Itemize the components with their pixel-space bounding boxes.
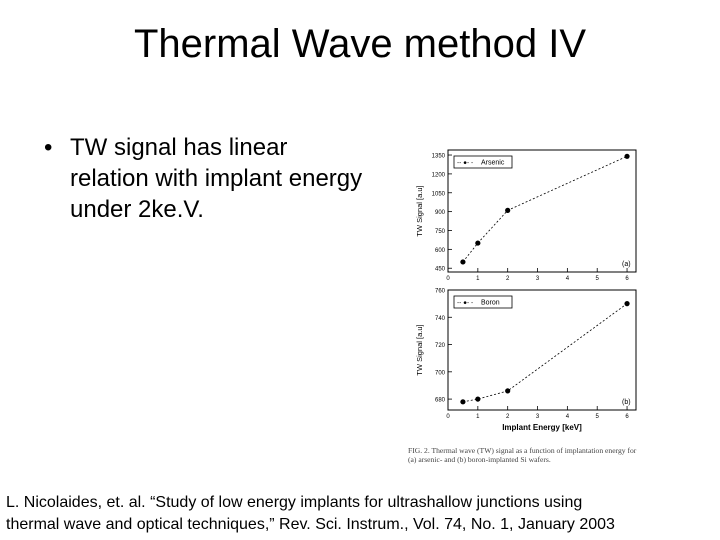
panel-b-ytick-label-0: 680	[435, 398, 446, 404]
panel-b-label: (b)	[622, 399, 631, 406]
panel-a-ytick-label-0: 450	[435, 267, 446, 273]
panel-a-ylabel: TW Signal [a.u]	[415, 185, 424, 236]
figure-caption: FIG. 2. Thermal wave (TW) signal as a fu…	[408, 446, 648, 464]
panel-a-data-point-0	[460, 259, 466, 265]
panel-a-legend-marker: -- ●- -	[457, 160, 473, 167]
panel-a-xtick-label-3: 3	[536, 276, 540, 282]
panel-a-frame	[447, 149, 637, 273]
panel-b-xtick-label-4: 4	[566, 414, 570, 420]
panel-a-ytick-label-4: 1050	[432, 191, 446, 197]
panel-b-legend-box	[453, 295, 513, 309]
slide-title: Thermal Wave method IV	[133, 22, 586, 66]
panel-b-xtick-label-3: 3	[536, 414, 540, 420]
panel-b-ytick-label-2: 720	[435, 343, 446, 349]
reference-line-1: L. Nicolaides, et. al. “Study of low ene…	[6, 494, 583, 511]
panel-b-data-point-1	[475, 396, 481, 402]
panel-b-data-point-3	[624, 301, 630, 307]
caption-line-2: (a) arsenic- and (b) boron-implanted Si …	[408, 455, 551, 464]
panel-a-series-line	[462, 155, 628, 263]
panel-a-xtick-label-4: 4	[566, 276, 570, 282]
panel-b-xtick-label-1: 1	[476, 414, 480, 420]
panel-b-data-point-2	[505, 388, 511, 394]
panel-b-frame	[447, 289, 637, 411]
panel-b-xtick-label-0: 0	[446, 414, 450, 420]
panel-a-ytick-label-6: 1350	[432, 154, 446, 160]
panel-b-legend-marker: -- ●- -	[457, 300, 473, 307]
panel-b-xtick-label-2: 2	[506, 414, 510, 420]
panel-a-xtick-label-6: 6	[625, 276, 629, 282]
panel-b-ylabel: TW Signal [a.u]	[415, 324, 424, 375]
reference-citation: L. Nicolaides, et. al. “Study of low ene…	[6, 492, 718, 536]
panel-b-legend-label: Boron	[481, 300, 500, 307]
figure-panel: 450 600 750 900 1050 1200 1350 0 1 2 3 4 5 6 -- ●- - Ar…	[400, 142, 650, 472]
panel-b-xtick-label-6: 6	[625, 414, 629, 420]
panel-a-ytick-label-1: 600	[435, 248, 446, 254]
reference-line-2: thermal wave and optical techniques,” Re…	[6, 516, 615, 533]
panel-a-ytick-label-2: 750	[435, 229, 446, 235]
bullet-marker: •	[44, 134, 53, 161]
panel-a-data-point-3	[624, 153, 630, 159]
panel-a-ytick-label-5: 1200	[432, 172, 446, 178]
panel-a-label: (a)	[622, 261, 631, 268]
panel-a-legend-label: Arsenic	[481, 160, 505, 167]
panel-b-ytick-label-4: 760	[435, 289, 446, 295]
panel-b-ytick-label-1: 700	[435, 370, 446, 376]
bullet-item: • TW signal has linear relation with imp…	[44, 132, 364, 225]
panel-b-xtick-label-5: 5	[596, 414, 600, 420]
panel-b-series-line	[462, 303, 628, 403]
bullet-text: TW signal has linear relation with impla…	[70, 134, 363, 223]
panel-a-ytick-label-3: 900	[435, 210, 446, 216]
x-axis-label: Implant Energy [keV]	[502, 423, 582, 432]
panel-a-xtick-label-0: 0	[446, 276, 450, 282]
panel-b-ytick-label-3: 740	[435, 316, 446, 322]
panel-a-data-point-2	[505, 207, 511, 213]
panel-b-data-point-0	[460, 399, 466, 405]
panel-a-xtick-label-5: 5	[596, 276, 600, 282]
panel-a-xtick-label-1: 1	[476, 276, 480, 282]
panel-a-xtick-label-2: 2	[506, 276, 510, 282]
panel-a-legend-box	[453, 155, 513, 169]
caption-line-1: FIG. 2. Thermal wave (TW) signal as a fu…	[408, 446, 637, 455]
panel-a-data-point-1	[475, 240, 481, 246]
